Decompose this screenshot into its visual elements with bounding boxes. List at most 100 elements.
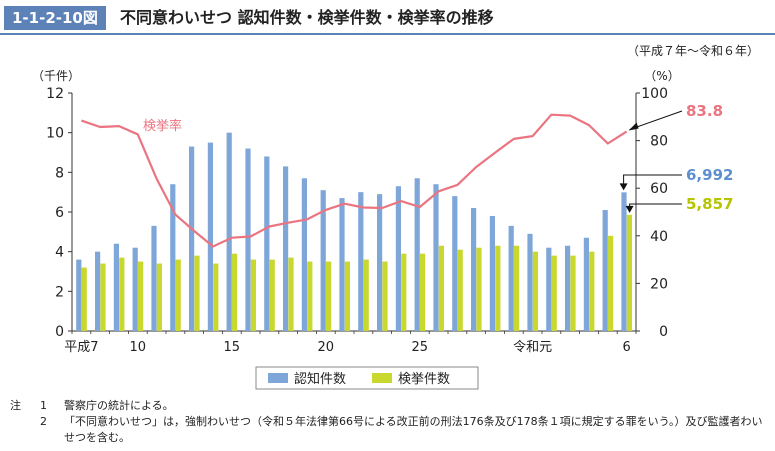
note-text: 「不同意わいせつ」は，強制わいせつ（令和５年法律第66号による改正前の刑法176… xyxy=(64,415,763,444)
header-rule xyxy=(0,33,775,35)
x-tick-label: 20 xyxy=(318,340,335,355)
recognized-cases-bar xyxy=(452,196,458,331)
cleared-cases-bar xyxy=(156,263,162,331)
note-number: 1 xyxy=(40,399,47,412)
recognized-cases-bar xyxy=(76,259,82,331)
x-tick-label: 6 xyxy=(622,340,630,355)
x-tick-label: 平成7 xyxy=(64,340,98,355)
left-tick-label: 2 xyxy=(55,284,64,300)
cleared-cases-bar xyxy=(194,255,200,331)
notes: 注 1 警察庁の統計による。 2 「不同意わいせつ」は，強制わいせつ（令和５年法… xyxy=(10,398,770,446)
cleared-cases-bar xyxy=(119,257,125,331)
note-1: 注 1 警察庁の統計による。 xyxy=(10,398,770,414)
recognized-cases-bar xyxy=(433,184,439,331)
callout-cleared-value: 5,857 xyxy=(686,195,733,213)
callout-recognized-value: 6,992 xyxy=(686,166,733,184)
cleared-cases-bar xyxy=(363,259,369,331)
cleared-cases-bar xyxy=(307,261,313,331)
recognized-cases-bar xyxy=(527,233,533,331)
figure-number-badge: 1-1-2-10図 xyxy=(4,6,106,30)
recognized-cases-bar xyxy=(395,186,401,331)
right-tick-label: 60 xyxy=(650,181,668,197)
figure-header: 1-1-2-10図 不同意わいせつ 認知件数・検挙件数・検挙率の推移 xyxy=(0,0,775,36)
recognized-cases-bar xyxy=(95,251,101,331)
cleared-cases-bar xyxy=(81,267,87,331)
recognized-cases-bar xyxy=(245,148,251,331)
recognized-cases-bar xyxy=(132,247,138,331)
note-text: 警察庁の統計による。 xyxy=(64,399,174,412)
recognized-cases-bar xyxy=(283,166,289,331)
recognized-cases-bar xyxy=(151,225,157,331)
cleared-cases-bar xyxy=(100,263,106,331)
cleared-cases-bar xyxy=(626,214,632,331)
cleared-cases-bar xyxy=(269,259,275,331)
recognized-cases-bar xyxy=(377,194,383,331)
recognized-cases-bar xyxy=(320,190,326,331)
recognized-cases-bar xyxy=(583,237,589,331)
figure-title: 不同意わいせつ 認知件数・検挙件数・検挙率の推移 xyxy=(120,8,494,27)
cleared-cases-bar xyxy=(570,255,576,331)
callout-rate-value: 83.8 xyxy=(686,102,723,120)
cleared-cases-bar xyxy=(401,253,407,331)
note-2: 2 「不同意わいせつ」は，強制わいせつ（令和５年法律第66号による改正前の刑法1… xyxy=(10,414,770,446)
cleared-cases-bar xyxy=(438,245,444,331)
period-note: （平成７年～令和６年） xyxy=(626,44,759,58)
recognized-cases-bar xyxy=(264,156,270,331)
recognized-cases-bar xyxy=(358,192,364,331)
line-series-label: 検挙率 xyxy=(143,118,182,134)
legend-swatch-recognized xyxy=(268,373,288,383)
callout-cleared-leader xyxy=(629,203,682,207)
cleared-cases-bar xyxy=(232,253,238,331)
left-tick-label: 4 xyxy=(55,245,64,261)
right-tick-label: 100 xyxy=(641,86,668,102)
legend-label-cleared: 検挙件数 xyxy=(398,372,450,387)
cleared-cases-bar xyxy=(457,249,463,331)
left-tick-label: 10 xyxy=(46,126,64,142)
recognized-cases-bar xyxy=(226,132,232,331)
x-tick-label: 10 xyxy=(130,340,147,355)
recognized-cases-bar xyxy=(546,247,552,331)
cleared-cases-bar xyxy=(175,259,181,331)
cleared-cases-bar xyxy=(138,261,144,331)
recognized-cases-bar xyxy=(471,208,477,331)
cleared-cases-bar xyxy=(213,263,219,331)
left-tick-label: 8 xyxy=(55,165,64,181)
recognized-cases-bar xyxy=(170,184,176,331)
right-tick-label: 80 xyxy=(650,134,668,150)
left-tick-label: 6 xyxy=(55,205,64,221)
recognized-cases-bar xyxy=(113,243,119,331)
recognized-cases-bar xyxy=(189,146,195,331)
x-tick-label: 令和元 xyxy=(513,340,552,355)
x-tick-label: 25 xyxy=(412,340,429,355)
cleared-cases-bar xyxy=(514,245,520,331)
cleared-cases-bar xyxy=(250,259,256,331)
recognized-cases-bar xyxy=(339,198,345,331)
recognized-cases-bar xyxy=(207,142,213,331)
legend-label-recognized: 認知件数 xyxy=(294,371,346,387)
left-axis-unit: （千件） xyxy=(32,69,80,83)
left-tick-label: 12 xyxy=(46,86,64,102)
right-tick-label: 20 xyxy=(650,276,668,292)
cleared-cases-bar xyxy=(608,235,614,331)
cleared-cases-bar xyxy=(344,261,350,331)
recognized-cases-bar xyxy=(602,210,608,331)
legend-box xyxy=(255,366,479,390)
chart: 0 2 4 6 8 10 12 （千件） 0 20 40 60 80 100 （%） 平成7 10 15 20 25 令… xyxy=(32,69,733,390)
left-tick-label: 0 xyxy=(55,324,64,340)
cleared-cases-bar xyxy=(589,251,595,331)
recognized-cases-bar xyxy=(489,215,495,331)
note-lead: 注 xyxy=(10,399,21,412)
legend-swatch-cleared xyxy=(372,373,392,383)
right-tick-label: 0 xyxy=(659,324,668,340)
right-axis-unit: （%） xyxy=(644,69,679,83)
callout-rate-leader xyxy=(629,110,683,131)
cleared-cases-bar xyxy=(551,255,557,331)
x-tick-label: 15 xyxy=(224,340,241,355)
recognized-cases-bar xyxy=(301,178,307,331)
cleared-cases-bar xyxy=(326,261,332,331)
cleared-cases-bar xyxy=(288,257,294,331)
cleared-cases-bar xyxy=(420,253,426,331)
note-number: 2 xyxy=(40,415,47,428)
callout-rate-arrow xyxy=(628,122,639,131)
recognized-cases-bar xyxy=(565,245,571,331)
